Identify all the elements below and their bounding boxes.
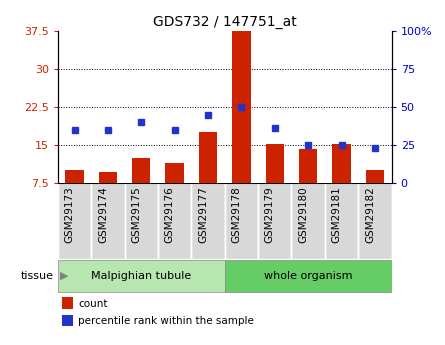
Text: GSM29181: GSM29181 — [332, 187, 342, 243]
Text: GSM29174: GSM29174 — [98, 187, 108, 243]
Text: GSM29175: GSM29175 — [131, 187, 142, 243]
Bar — [332, 144, 351, 183]
Text: GSM29173: GSM29173 — [65, 187, 75, 243]
Bar — [325, 183, 358, 259]
Bar — [158, 183, 191, 259]
Text: count: count — [78, 299, 107, 308]
Text: GSM29180: GSM29180 — [298, 187, 308, 243]
Bar — [62, 297, 73, 309]
Bar — [132, 158, 150, 183]
Title: GDS732 / 147751_at: GDS732 / 147751_at — [153, 14, 297, 29]
Bar — [225, 183, 258, 259]
Bar — [99, 172, 117, 183]
Bar — [358, 183, 392, 259]
Bar — [225, 260, 392, 292]
Text: tissue: tissue — [20, 271, 53, 281]
Text: GSM29176: GSM29176 — [165, 187, 174, 243]
Bar — [266, 144, 284, 183]
Bar — [366, 170, 384, 183]
Text: ▶: ▶ — [60, 271, 69, 281]
Text: GSM29177: GSM29177 — [198, 187, 208, 243]
Bar — [232, 31, 251, 183]
Text: GSM29178: GSM29178 — [231, 187, 241, 243]
Text: GSM29179: GSM29179 — [265, 187, 275, 243]
Text: GSM29182: GSM29182 — [365, 187, 375, 243]
Bar — [299, 149, 317, 183]
Bar — [291, 183, 325, 259]
Bar — [62, 315, 73, 326]
Text: whole organism: whole organism — [264, 271, 352, 281]
Bar — [65, 170, 84, 183]
Bar — [258, 183, 291, 259]
Bar — [199, 132, 217, 183]
Bar — [125, 183, 158, 259]
Bar — [58, 260, 225, 292]
Bar — [91, 183, 125, 259]
Bar — [166, 162, 184, 183]
Text: Malpighian tubule: Malpighian tubule — [91, 271, 191, 281]
Text: percentile rank within the sample: percentile rank within the sample — [78, 316, 254, 326]
Bar — [58, 183, 91, 259]
Bar — [191, 183, 225, 259]
